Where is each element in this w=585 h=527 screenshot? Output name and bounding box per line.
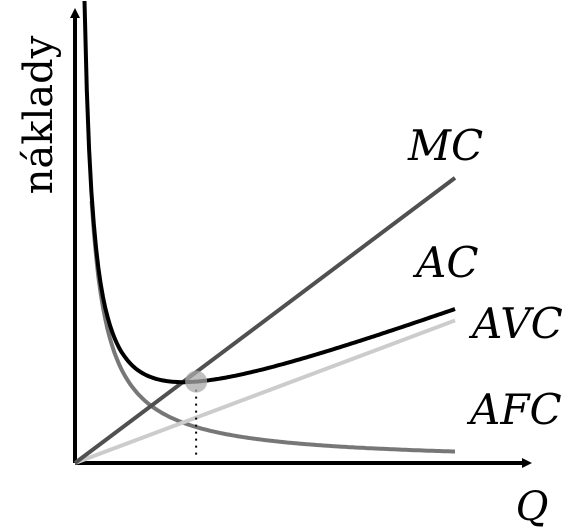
series-label-avc: AVC bbox=[468, 299, 563, 348]
series-label-ac: AC bbox=[412, 238, 478, 287]
y-axis-label: náklady bbox=[16, 35, 62, 194]
x-axis-label: Q bbox=[516, 484, 549, 527]
minimum-point-marker bbox=[185, 370, 208, 393]
ac-curve bbox=[82, 0, 456, 385]
avc-line bbox=[74, 318, 456, 465]
series-label-mc: MC bbox=[407, 121, 483, 170]
series-label-afc: AFC bbox=[466, 385, 562, 434]
mc-line bbox=[73, 176, 457, 465]
